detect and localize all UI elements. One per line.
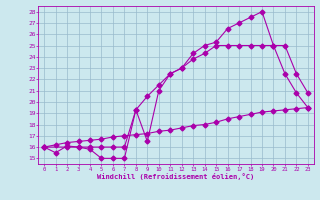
X-axis label: Windchill (Refroidissement éolien,°C): Windchill (Refroidissement éolien,°C) (97, 173, 255, 180)
